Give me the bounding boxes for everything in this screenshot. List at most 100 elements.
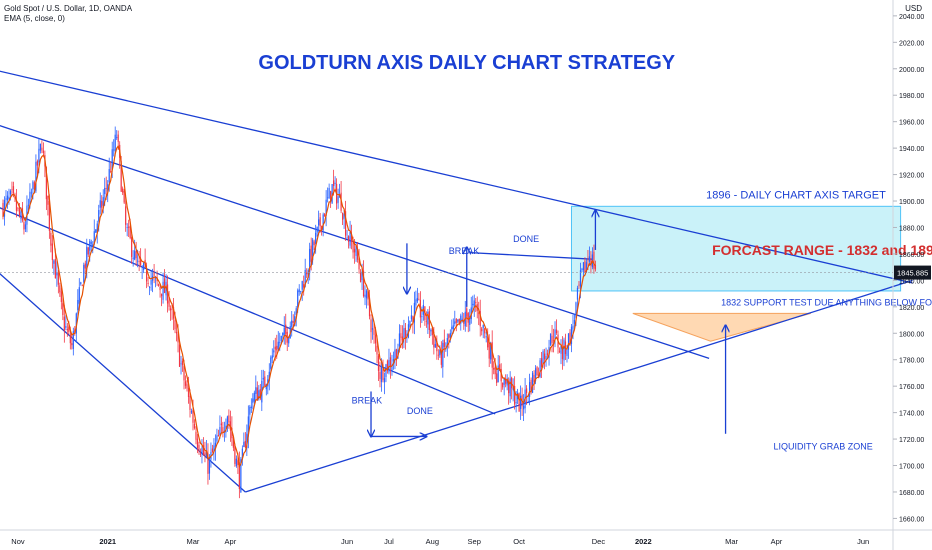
candle-body bbox=[542, 351, 544, 366]
candle-body bbox=[105, 188, 107, 189]
candle-body bbox=[576, 287, 579, 300]
candle-body bbox=[160, 293, 163, 297]
trendline-3 bbox=[0, 207, 496, 415]
candle-body bbox=[72, 331, 74, 349]
candle-body bbox=[180, 363, 182, 365]
candle-body bbox=[472, 303, 474, 306]
candle-body bbox=[511, 377, 513, 389]
candle-body bbox=[93, 231, 95, 245]
candle-body bbox=[386, 360, 389, 371]
annotation-5: BREAK bbox=[449, 246, 480, 256]
candle-body bbox=[90, 242, 92, 244]
current-price-label: 1845.885 bbox=[897, 269, 928, 278]
candle-body bbox=[184, 381, 187, 386]
candle-body bbox=[315, 232, 317, 245]
candle-body bbox=[153, 272, 155, 276]
candle-body bbox=[578, 284, 580, 286]
candle-body bbox=[222, 427, 224, 433]
candle-body bbox=[503, 378, 505, 385]
candle-body bbox=[77, 299, 79, 311]
candle-body bbox=[47, 195, 49, 205]
candle-body bbox=[400, 333, 402, 338]
candle-body bbox=[569, 332, 571, 346]
candle-body bbox=[443, 339, 445, 348]
candle-body bbox=[514, 386, 516, 405]
candle-body bbox=[285, 324, 287, 334]
candle-body bbox=[376, 345, 378, 355]
candle-body bbox=[243, 441, 245, 448]
y-tick-label: 1700.00 bbox=[899, 464, 924, 471]
y-tick-label: 1680.00 bbox=[899, 490, 924, 497]
candle-body bbox=[204, 452, 206, 456]
candle-body bbox=[496, 373, 498, 383]
candle-body bbox=[56, 272, 58, 276]
candle-body bbox=[554, 329, 556, 340]
candle-body bbox=[241, 448, 243, 460]
candle-body bbox=[389, 357, 392, 368]
candle-body bbox=[172, 307, 175, 319]
candle-body bbox=[518, 393, 520, 412]
candle-body bbox=[60, 291, 62, 302]
candle-body bbox=[279, 341, 281, 343]
candle-body bbox=[540, 358, 543, 367]
candle-body bbox=[117, 134, 119, 142]
candle-body bbox=[410, 315, 413, 320]
candle-body bbox=[232, 437, 234, 448]
candle-body bbox=[594, 264, 597, 270]
candle-body bbox=[217, 434, 220, 437]
y-tick-label: 1740.00 bbox=[899, 411, 924, 418]
candle-body bbox=[330, 191, 332, 202]
candle-body bbox=[533, 374, 535, 382]
candle-body bbox=[125, 206, 127, 225]
candle-body bbox=[520, 395, 522, 409]
candle-body bbox=[328, 188, 330, 199]
candle-body bbox=[392, 359, 395, 362]
candle-body bbox=[506, 378, 508, 386]
candle-body bbox=[361, 271, 363, 281]
candle-body bbox=[48, 201, 50, 231]
candle-body bbox=[216, 435, 218, 442]
candle-body bbox=[439, 349, 441, 356]
candles-layer bbox=[2, 126, 597, 499]
candle-body bbox=[126, 227, 128, 228]
candle-body bbox=[479, 311, 481, 327]
candle-body bbox=[370, 319, 372, 333]
candle-body bbox=[5, 198, 7, 200]
annotation-3: 1832 SUPPORT TEST DUE ANYTHING BELOW FOR… bbox=[721, 297, 932, 307]
candle-body bbox=[277, 341, 279, 350]
candle-body bbox=[572, 325, 574, 330]
candle-body bbox=[59, 285, 61, 293]
candle-body bbox=[460, 315, 462, 324]
y-tick-label: 1920.00 bbox=[899, 173, 924, 180]
candle-body bbox=[202, 445, 205, 455]
candle-body bbox=[282, 332, 284, 336]
candle-body bbox=[39, 143, 41, 151]
candle-body bbox=[18, 208, 21, 216]
candle-body bbox=[255, 387, 257, 394]
candle-body bbox=[129, 225, 131, 239]
candle-body bbox=[546, 353, 549, 356]
candle-body bbox=[382, 364, 384, 381]
candle-body bbox=[297, 290, 299, 308]
candle-body bbox=[108, 169, 110, 183]
candle-body bbox=[187, 388, 190, 397]
candle-body bbox=[141, 266, 143, 268]
candle-body bbox=[497, 365, 499, 383]
candle-body bbox=[264, 376, 266, 386]
candle-body bbox=[256, 387, 258, 401]
y-tick-label: 1800.00 bbox=[899, 331, 924, 338]
annotation-2: FORCAST RANGE - 1832 and 1896 bbox=[712, 242, 932, 258]
candle-body bbox=[403, 328, 405, 338]
candle-body bbox=[101, 201, 103, 208]
candle-body bbox=[149, 287, 151, 288]
candle-body bbox=[584, 260, 586, 273]
y-tick-label: 1760.00 bbox=[899, 384, 924, 391]
candle-body bbox=[169, 308, 172, 311]
candle-body bbox=[358, 258, 360, 270]
candle-body bbox=[531, 372, 534, 393]
candle-body bbox=[135, 251, 137, 259]
candle-body bbox=[131, 237, 133, 257]
candle-body bbox=[166, 284, 169, 304]
candle-body bbox=[174, 320, 176, 330]
candle-body bbox=[71, 343, 73, 346]
